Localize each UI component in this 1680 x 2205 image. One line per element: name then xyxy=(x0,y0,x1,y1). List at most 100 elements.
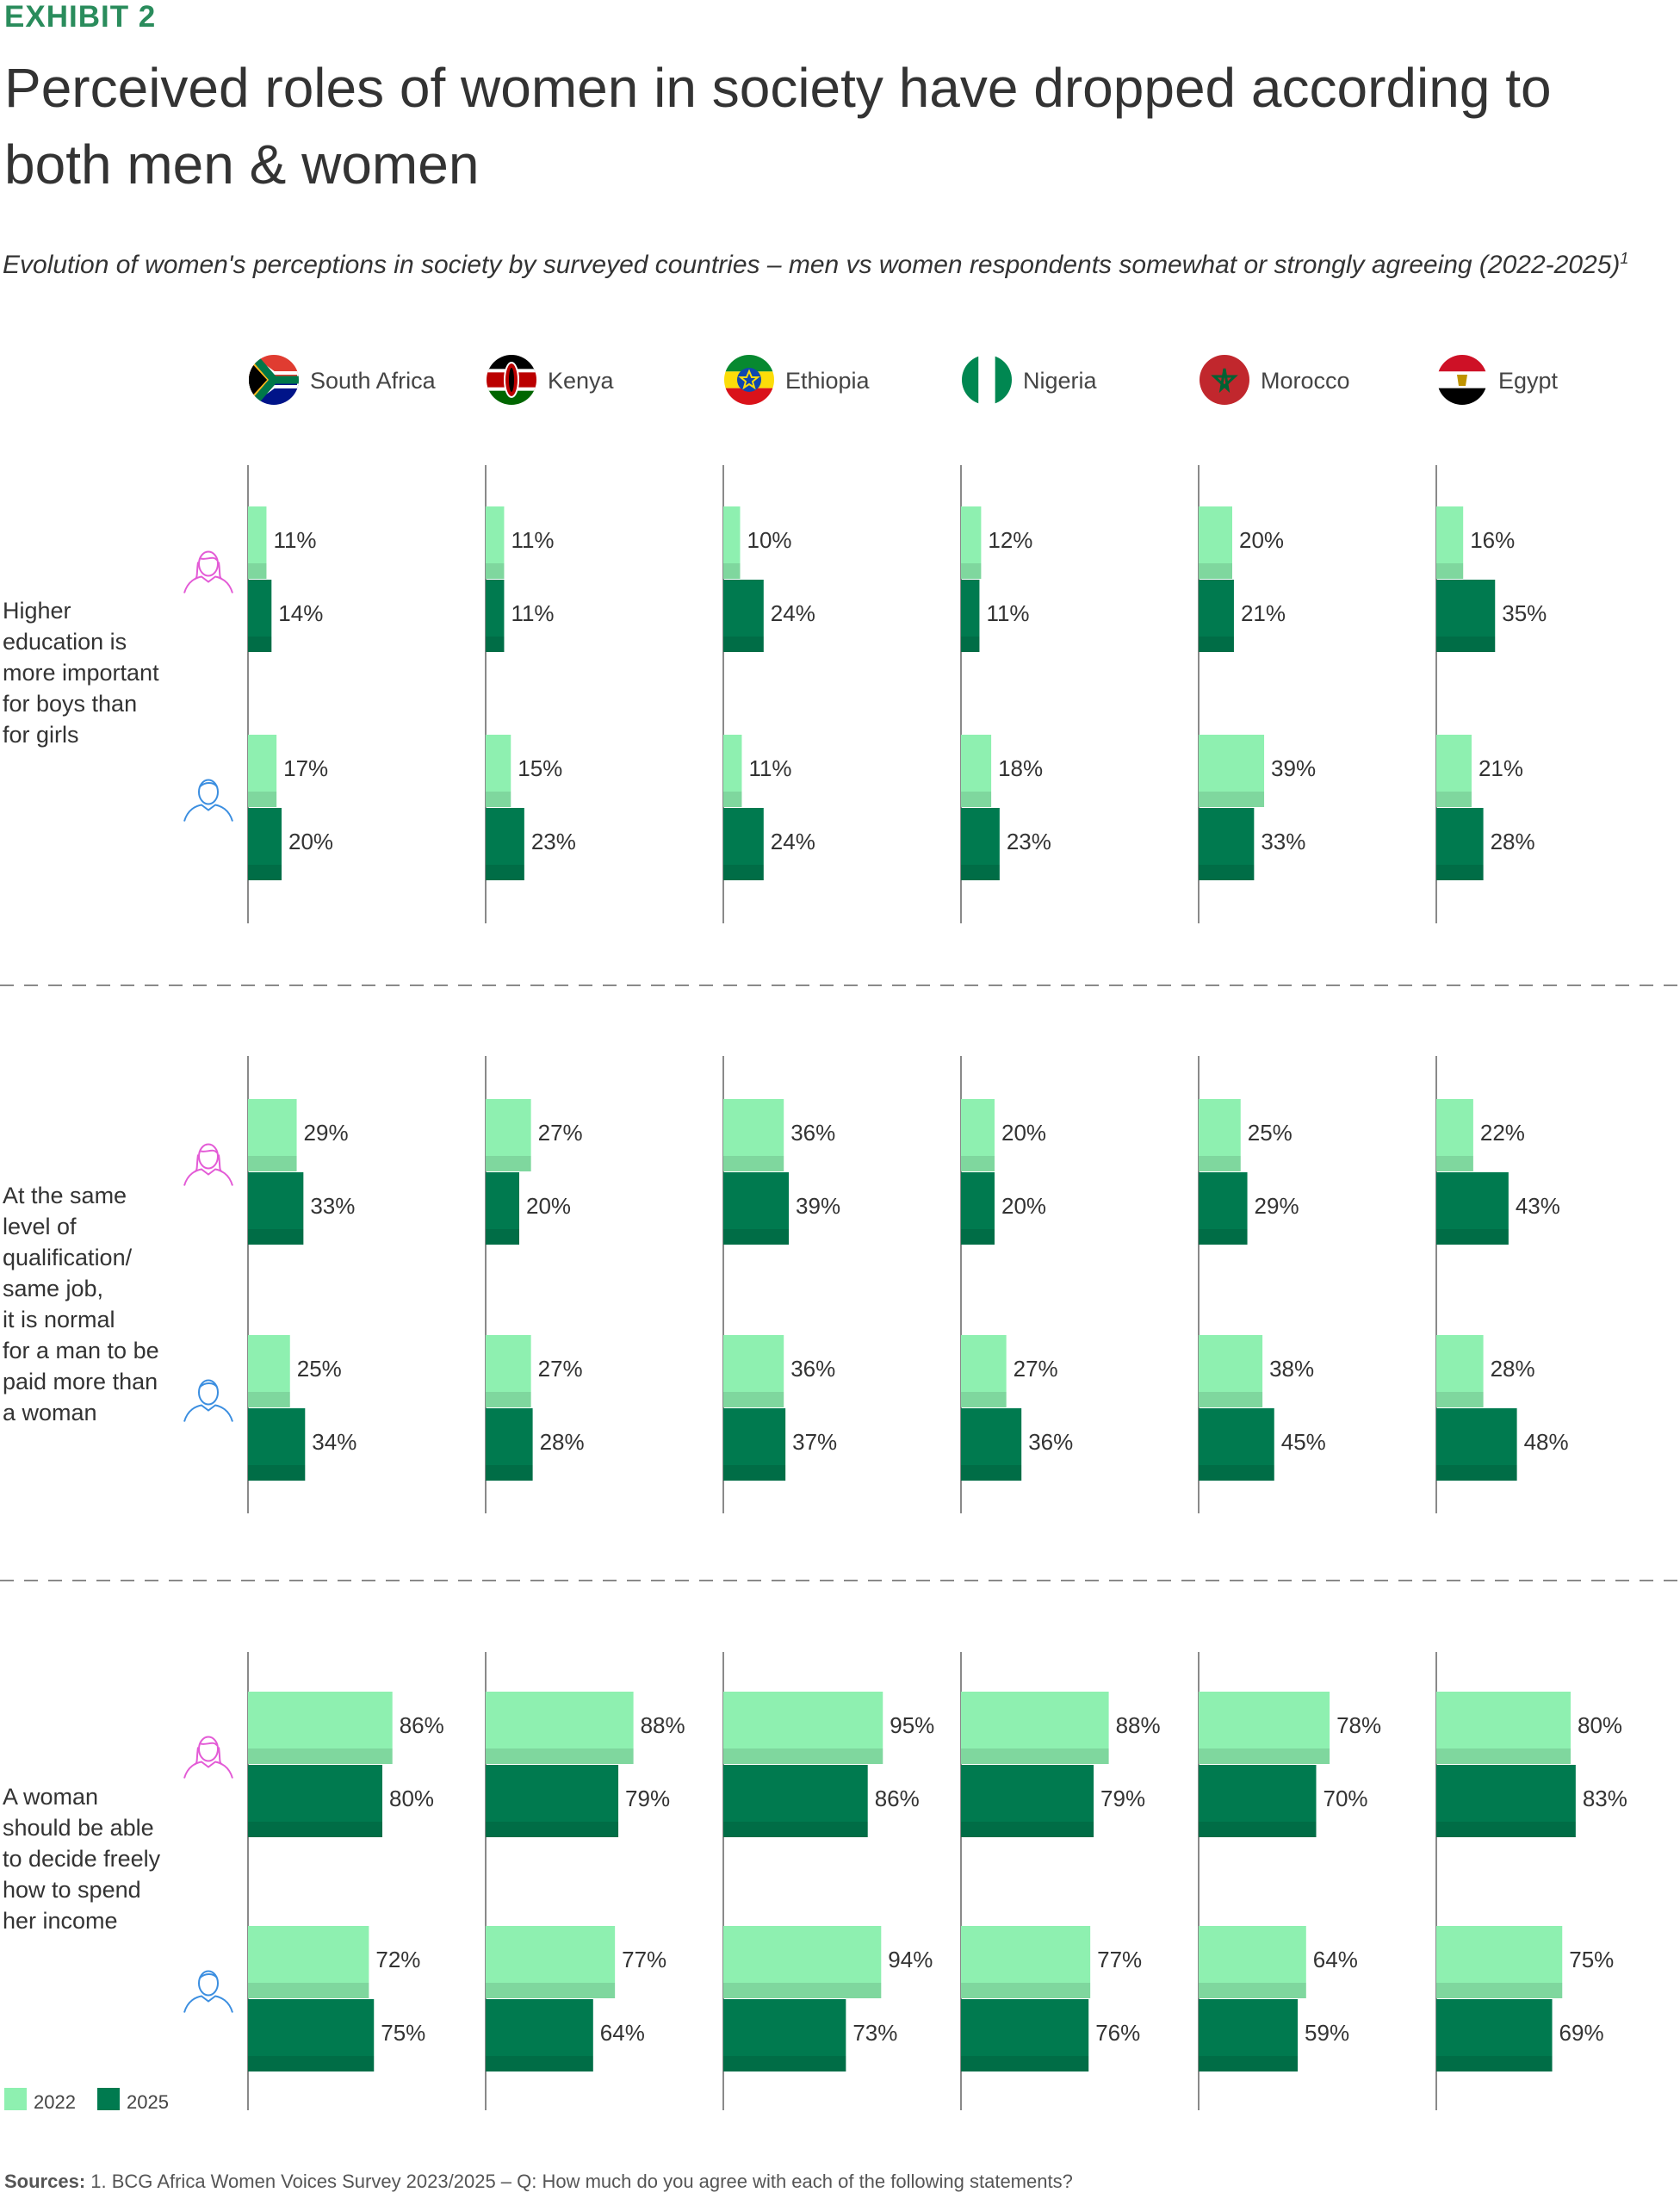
bar-men-2022 xyxy=(1436,1926,1563,1998)
legend: 2022 2025 xyxy=(4,2088,169,2113)
bar-women-2022 xyxy=(1436,1099,1473,1171)
bar-women-2022 xyxy=(248,1099,297,1171)
statement-label-line: education is xyxy=(3,629,127,655)
bar-women-2025 xyxy=(1436,1172,1509,1245)
data-label: 29% xyxy=(1255,1193,1299,1219)
bar-men-2022 xyxy=(1436,1335,1484,1407)
bar-men-2022-band xyxy=(486,1392,531,1407)
bar-women-2022 xyxy=(961,1692,1109,1764)
bar-men-2022 xyxy=(723,735,742,807)
data-label: 10% xyxy=(747,527,792,553)
data-label: 11% xyxy=(273,527,316,553)
data-label: 18% xyxy=(998,755,1043,781)
data-label: 76% xyxy=(1095,2020,1140,2046)
bar-men-2025-band xyxy=(1436,2056,1553,2071)
data-label: 27% xyxy=(538,1120,583,1146)
bar-women-2025-band xyxy=(486,1229,519,1245)
data-label: 20% xyxy=(1239,527,1284,553)
bar-women-2025-band xyxy=(1199,637,1234,652)
country-label: Kenya xyxy=(548,368,615,394)
bar-men-2022-band xyxy=(1436,1983,1563,1998)
woman-icon xyxy=(183,1143,233,1186)
bar-men-2022-band xyxy=(723,1983,882,1998)
statement-label-line: for boys than xyxy=(3,691,137,717)
bar-women-2022-band xyxy=(248,1156,297,1171)
data-label: 69% xyxy=(1559,2020,1604,2046)
data-label: 23% xyxy=(531,829,576,854)
bar-men-2025 xyxy=(961,1408,1022,1481)
data-label: 86% xyxy=(400,1712,444,1738)
bar-men-2022 xyxy=(1199,1335,1263,1407)
bar-men-2022 xyxy=(486,735,511,807)
bar-men-2025 xyxy=(1436,808,1484,880)
bar-women-2022 xyxy=(961,506,982,579)
data-label: 15% xyxy=(518,755,562,781)
subtitle-footnote-mark: 1 xyxy=(1620,250,1629,267)
bar-men-2025-band xyxy=(723,2056,846,2071)
statement-label-line: should be able xyxy=(3,1815,154,1841)
data-label: 72% xyxy=(375,1947,420,1972)
bar-women-2022-band xyxy=(1436,563,1464,579)
bar-men-2025-band xyxy=(1199,2056,1299,2071)
bar-men-2022 xyxy=(248,1926,369,1998)
bar-women-2022-band xyxy=(248,563,267,579)
bar-women-2025-band xyxy=(248,637,272,652)
bar-women-2022 xyxy=(723,1692,883,1764)
bar-women-2022 xyxy=(1436,1692,1571,1764)
bar-men-2022 xyxy=(723,1335,784,1407)
data-label: 73% xyxy=(852,2020,897,2046)
bar-women-2025-band xyxy=(961,1822,1094,1837)
bar-men-2025 xyxy=(486,1408,533,1481)
bar-women-2022-band xyxy=(723,1748,883,1764)
ethiopia-flag-icon xyxy=(724,355,774,405)
data-label: 43% xyxy=(1516,1193,1560,1219)
bar-women-2025 xyxy=(486,1765,619,1837)
data-label: 39% xyxy=(1271,755,1316,781)
bar-women-2022-band xyxy=(1436,1748,1571,1764)
man-icon xyxy=(183,1970,233,2013)
bar-women-2025-band xyxy=(248,1229,304,1245)
data-label: 77% xyxy=(1097,1947,1142,1972)
bar-men-2025-band xyxy=(486,865,524,880)
data-label: 21% xyxy=(1241,600,1286,626)
bar-women-2025 xyxy=(1436,1765,1576,1837)
bar-women-2022-band xyxy=(486,563,505,579)
data-label: 64% xyxy=(1313,1947,1358,1972)
statement-label-line: qualification/ xyxy=(3,1245,133,1270)
bar-women-2022-band xyxy=(486,1748,634,1764)
bar-women-2025-band xyxy=(723,1229,790,1245)
bar-men-2022-band xyxy=(248,1392,290,1407)
data-label: 20% xyxy=(526,1193,571,1219)
exhibit-label: EXHIBIT 2 xyxy=(4,0,157,34)
bar-women-2022-band xyxy=(486,1156,531,1171)
data-label: 12% xyxy=(988,527,1032,553)
bar-women-2022-band xyxy=(961,563,982,579)
country-label: South Africa xyxy=(310,368,437,394)
data-label: 95% xyxy=(890,1712,934,1738)
data-label: 83% xyxy=(1583,1786,1627,1811)
data-label: 11% xyxy=(511,600,554,626)
statement-label-line: her income xyxy=(3,1908,118,1934)
bar-women-2022-band xyxy=(248,1748,393,1764)
bar-women-2022 xyxy=(248,506,267,579)
bar-men-2025-band xyxy=(1199,865,1255,880)
statement-label: Higher education is more important for boys… xyxy=(3,598,159,748)
data-label: 25% xyxy=(297,1356,342,1382)
data-label: 86% xyxy=(875,1786,920,1811)
bar-men-2025 xyxy=(961,1999,1089,2071)
bar-men-2025-band xyxy=(248,2056,375,2071)
bar-men-2025 xyxy=(1199,1408,1274,1481)
bar-women-2025 xyxy=(248,580,272,652)
statement-label-line: it is normal xyxy=(3,1307,115,1332)
bar-men-2025-band xyxy=(961,865,1000,880)
bar-women-2025-band xyxy=(1436,637,1496,652)
bar-men-2025 xyxy=(723,808,764,880)
bar-men-2022-band xyxy=(248,1983,369,1998)
country-label: Morocco xyxy=(1261,368,1350,394)
bar-women-2025-band xyxy=(1199,1822,1317,1837)
statement-label-line: A woman xyxy=(3,1784,98,1810)
bar-men-2025-band xyxy=(486,1465,533,1481)
data-label: 24% xyxy=(771,829,815,854)
bar-men-2022-band xyxy=(486,792,511,807)
data-label: 36% xyxy=(1028,1429,1073,1455)
